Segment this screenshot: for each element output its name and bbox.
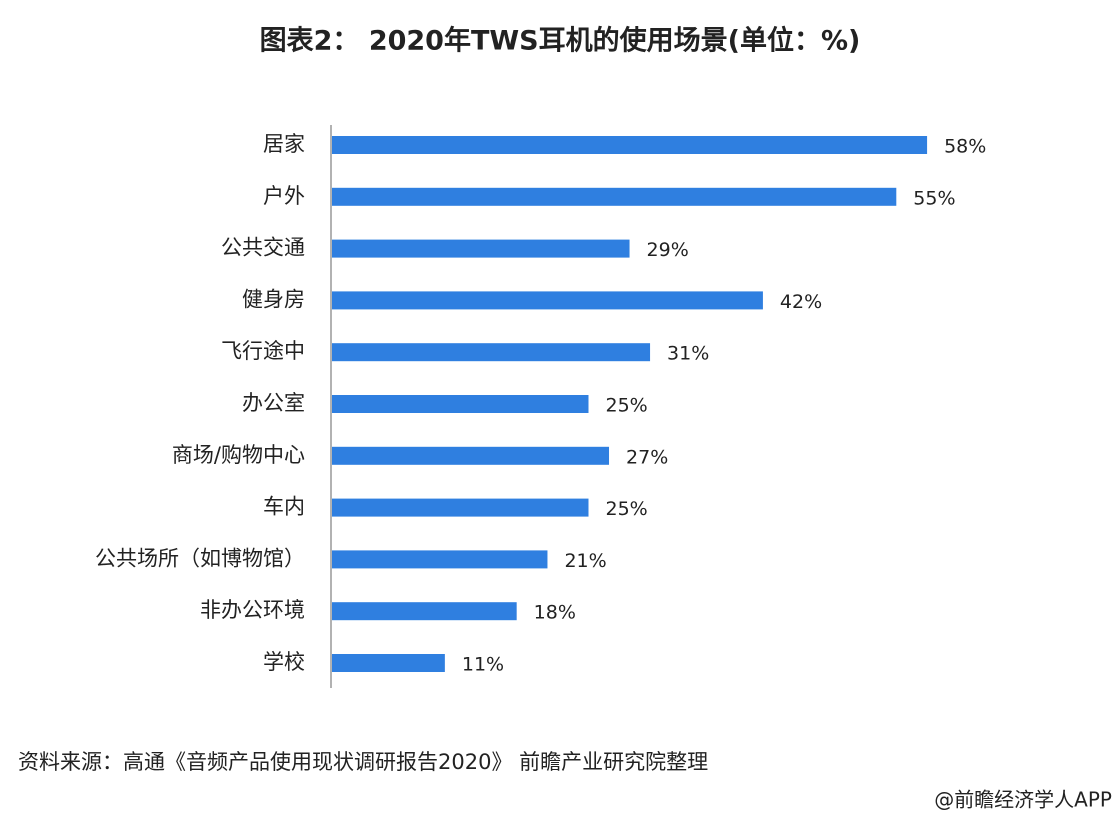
bar [332,602,517,621]
bar [332,446,610,465]
value-label: 58% [944,136,986,158]
category-label: 公共场所（如博物馆） [95,546,305,570]
credit: @前瞻经济学人APP [934,788,1112,812]
bar [332,654,445,672]
bar [332,136,928,154]
value-label: 11% [462,654,504,676]
value-label: 21% [564,550,606,572]
value-label: 25% [606,395,648,417]
value-label: 31% [667,343,709,365]
bar [332,498,589,517]
bar [332,550,548,569]
value-label: 55% [913,187,955,209]
bar [332,239,630,258]
category-label: 健身房 [242,287,305,311]
bar [332,343,651,362]
value-label: 18% [534,602,576,624]
value-label: 27% [626,446,668,468]
bar [332,187,897,206]
category-label: 户外 [263,184,305,208]
category-label: 车内 [263,495,305,519]
bar [332,395,589,413]
category-label: 商场/购物中心 [172,443,305,467]
bar [332,291,763,310]
source-note: 资料来源：高通《音频产品使用现状调研报告2020》 前瞻产业研究院整理 [18,750,708,774]
value-label: 29% [647,239,689,261]
category-label: 非办公环境 [200,598,305,622]
chart-title: 图表2： 2020年TWS耳机的使用场景(单位：%) [260,25,861,57]
category-label: 居家 [263,132,305,156]
category-label: 办公室 [242,391,305,415]
value-label: 42% [780,291,822,313]
category-label: 飞行途中 [221,339,305,363]
category-label: 公共交通 [221,236,305,260]
category-label: 学校 [263,650,305,674]
value-label: 25% [606,498,648,520]
